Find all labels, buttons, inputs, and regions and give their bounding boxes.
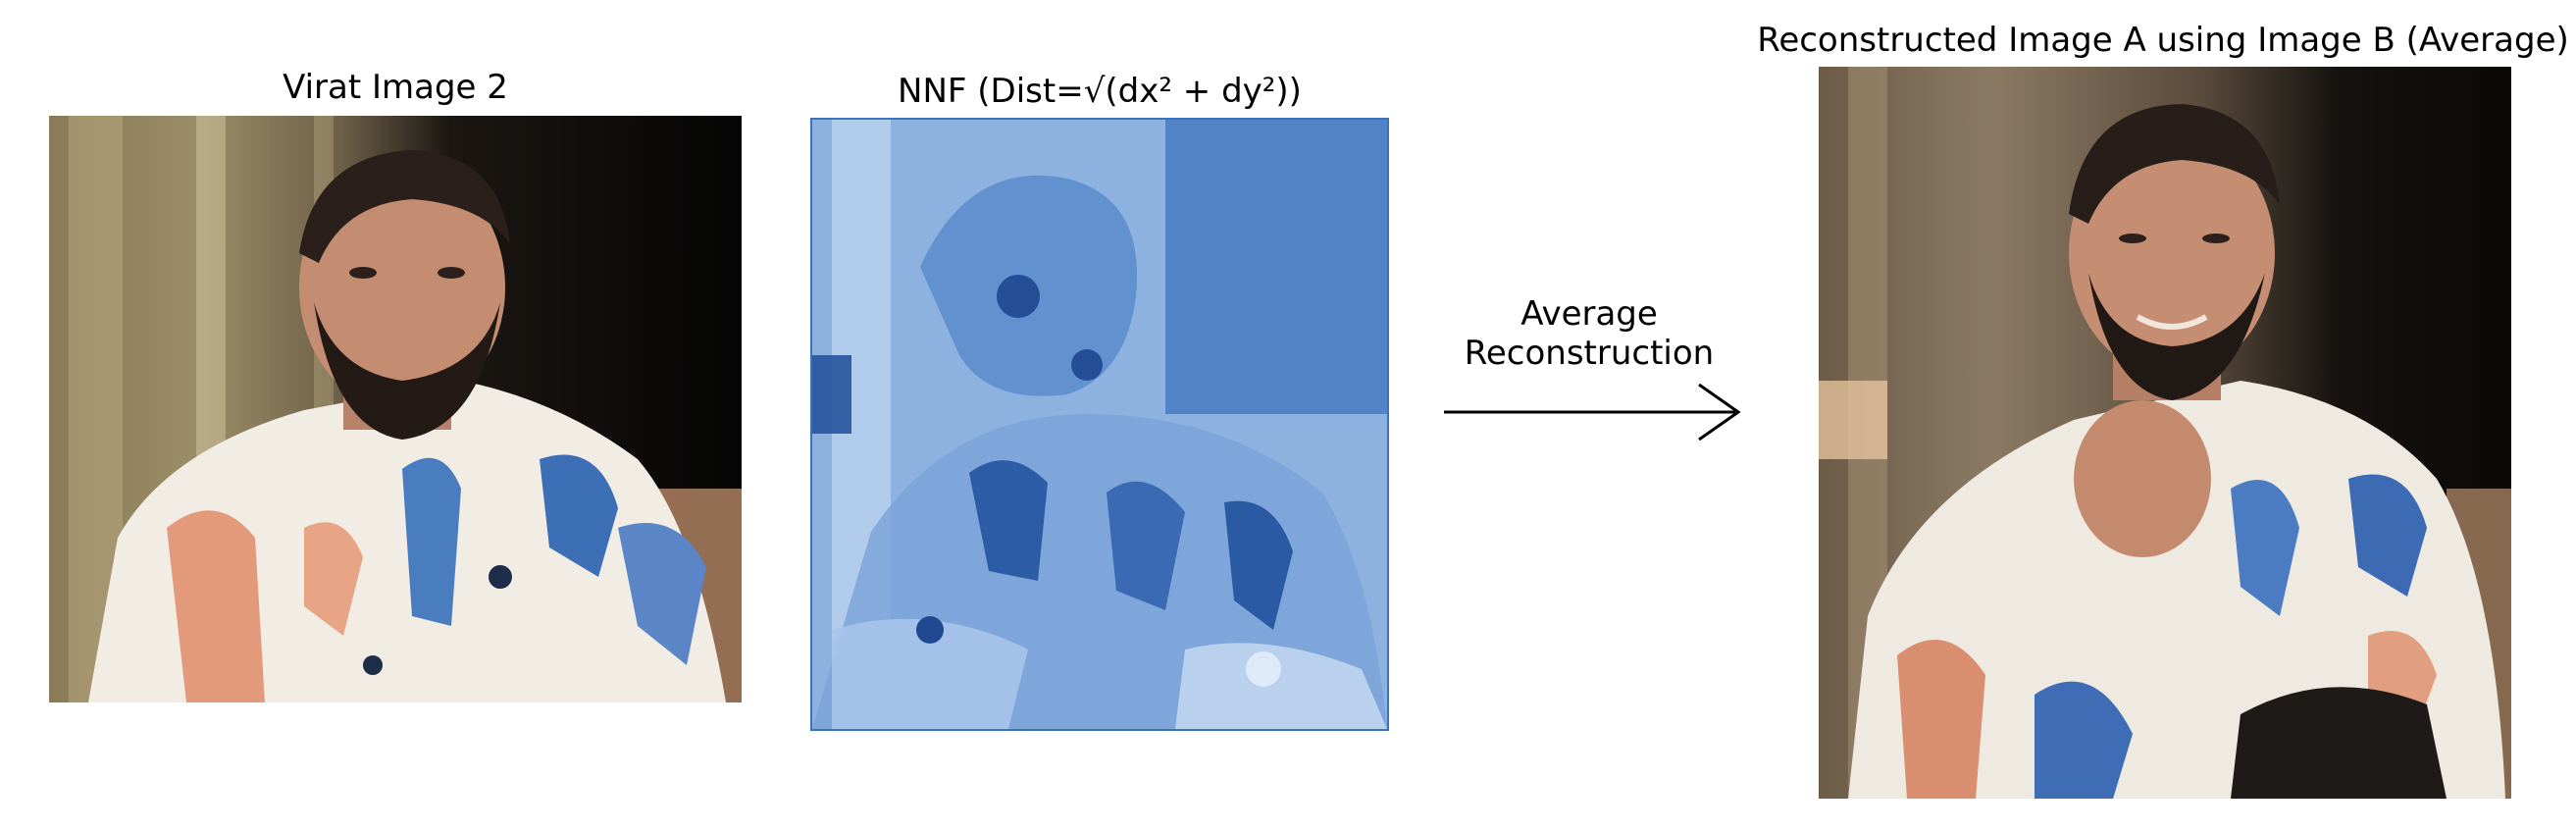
panel-title-virat-image-2: Virat Image 2 xyxy=(283,68,508,107)
panel-title-nnf: NNF (Dist=√(dx² + dy²)) xyxy=(898,72,1302,111)
arrow-label-line1: Average xyxy=(1520,294,1658,334)
virat-image-2-photo xyxy=(49,116,742,702)
arrow-label-line2: Reconstruction xyxy=(1464,334,1715,373)
reconstructed-image-illustration xyxy=(1819,67,2511,799)
nnf-distance-map-illustration xyxy=(812,120,1387,729)
nnf-distance-map xyxy=(810,118,1389,731)
virat-image-2-illustration xyxy=(69,116,742,702)
right-arrow-icon xyxy=(1444,383,1741,442)
reconstructed-image-photo xyxy=(1819,67,2511,799)
panel-title-reconstructed: Reconstructed Image A using Image B (Ave… xyxy=(1757,21,2569,60)
